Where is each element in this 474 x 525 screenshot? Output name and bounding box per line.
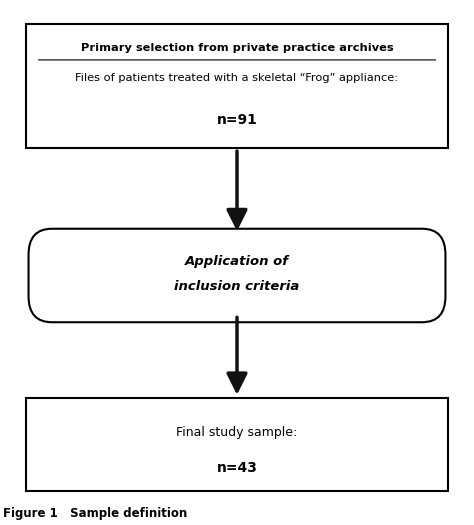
Text: n=43: n=43 xyxy=(217,460,257,475)
FancyBboxPatch shape xyxy=(26,24,448,148)
Text: Primary selection from private practice archives: Primary selection from private practice … xyxy=(81,44,393,54)
FancyBboxPatch shape xyxy=(28,229,446,322)
FancyBboxPatch shape xyxy=(26,397,448,491)
Text: n=91: n=91 xyxy=(217,113,257,127)
Text: Files of patients treated with a skeletal “Frog” appliance:: Files of patients treated with a skeleta… xyxy=(75,73,399,83)
Text: Final study sample:: Final study sample: xyxy=(176,426,298,439)
Text: inclusion criteria: inclusion criteria xyxy=(174,280,300,293)
Text: Figure 1   Sample definition: Figure 1 Sample definition xyxy=(3,507,187,520)
Text: Application of: Application of xyxy=(185,255,289,268)
